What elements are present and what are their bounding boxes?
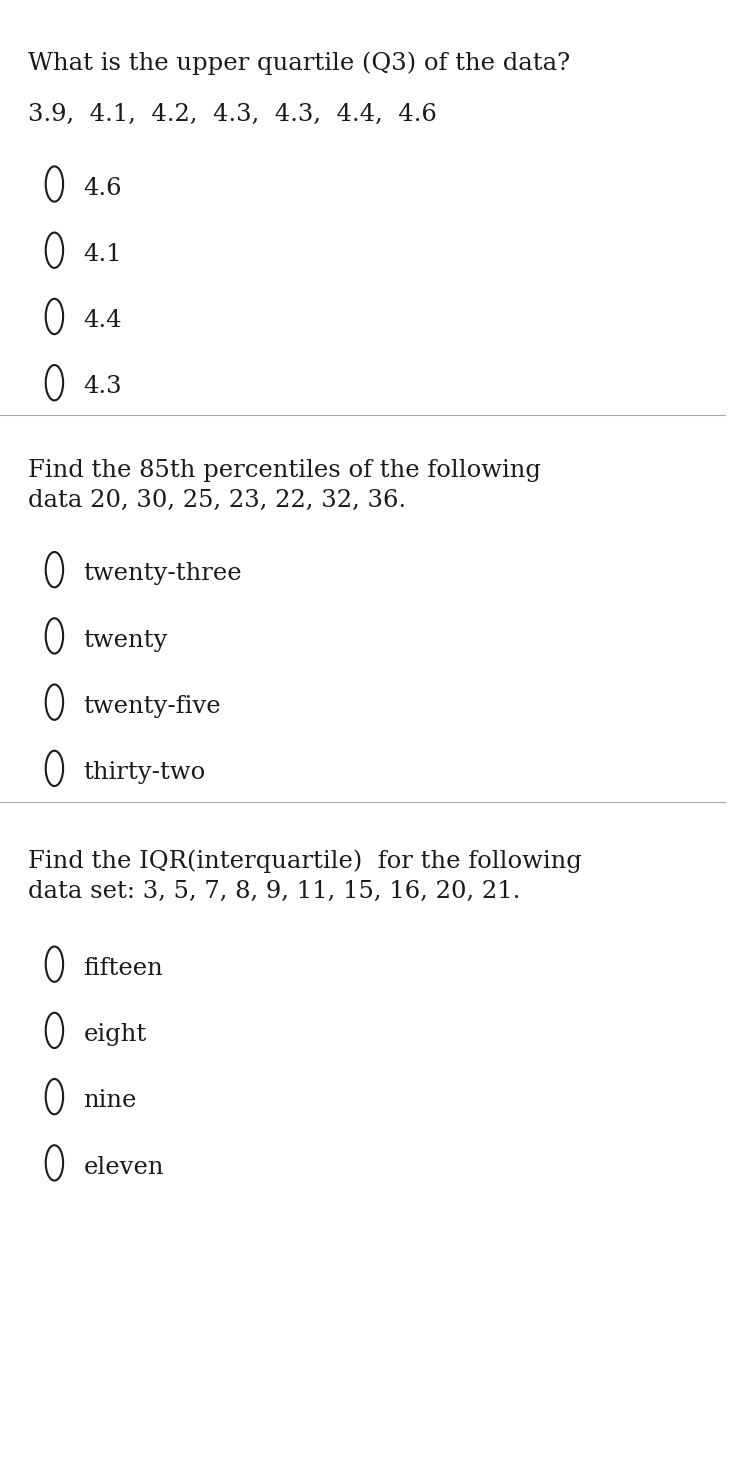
- Text: 3.9,  4.1,  4.2,  4.3,  4.3,  4.4,  4.6: 3.9, 4.1, 4.2, 4.3, 4.3, 4.4, 4.6: [28, 103, 436, 127]
- Text: What is the upper quartile (Q3) of the data?: What is the upper quartile (Q3) of the d…: [28, 52, 570, 75]
- Text: 4.4: 4.4: [84, 309, 122, 333]
- Text: twenty: twenty: [84, 629, 168, 652]
- Text: nine: nine: [84, 1089, 137, 1113]
- Text: eight: eight: [84, 1023, 147, 1047]
- Text: fifteen: fifteen: [84, 957, 163, 980]
- Text: Find the IQR(interquartile)  for the following
data set: 3, 5, 7, 8, 9, 11, 15, : Find the IQR(interquartile) for the foll…: [28, 849, 581, 904]
- Text: Find the 85th percentiles of the following
data 20, 30, 25, 23, 22, 32, 36.: Find the 85th percentiles of the followi…: [28, 459, 540, 512]
- Text: thirty-two: thirty-two: [84, 761, 206, 785]
- Text: eleven: eleven: [84, 1156, 164, 1179]
- Text: 4.1: 4.1: [84, 243, 122, 266]
- Text: twenty-five: twenty-five: [84, 695, 221, 718]
- Text: twenty-three: twenty-three: [84, 562, 242, 586]
- Text: 4.3: 4.3: [84, 375, 122, 399]
- Text: 4.6: 4.6: [84, 177, 122, 200]
